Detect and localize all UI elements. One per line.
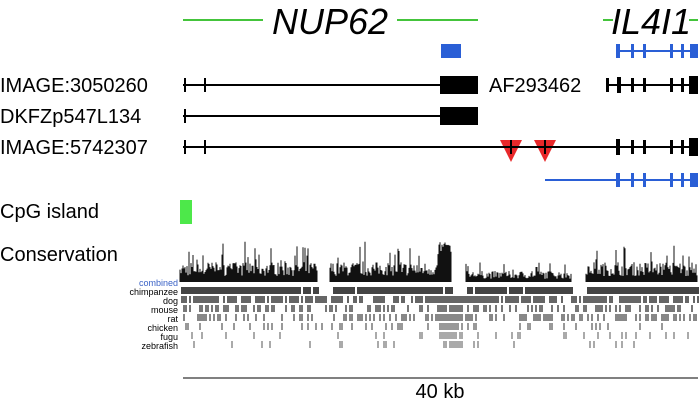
species-conservation-row (181, 287, 699, 294)
track-label-image-5742307: IMAGE:5742307 (0, 137, 148, 159)
track-label-image-3050260: IMAGE:3050260 (0, 75, 148, 97)
track-af293462 (606, 76, 698, 94)
species-label-zebrafish: zebrafish (141, 341, 178, 351)
species-label-mouse: mouse (151, 305, 178, 315)
species-conservation-row (185, 323, 663, 330)
species-conservation-row (191, 332, 689, 339)
track-dkfzp547l134 (183, 107, 478, 125)
cpg-island-label: CpG island (0, 201, 99, 223)
species-labels: chimpanzee dog mouse rat chicken fugu ze… (129, 287, 178, 351)
il4i1-blue-transcript-top (616, 44, 698, 58)
species-label-rat: rat (167, 314, 178, 324)
conservation-combined-label: combined (139, 278, 178, 288)
combined-conservation-histogram (179, 241, 698, 282)
species-conservation-row (183, 314, 697, 321)
species-conservation-row (183, 305, 693, 312)
cpg-island-mark (180, 200, 192, 224)
track-label-dkfzp547l134: DKFZp547L134 (0, 106, 141, 128)
gene-label-nup62: NUP62 (272, 1, 388, 42)
species-label-dog: dog (163, 296, 178, 306)
track-label-af293462: AF293462 (489, 75, 581, 97)
species-conservation-row (181, 296, 699, 303)
il4i1-blue-transcript-bottom (545, 173, 698, 187)
species-label-chimpanzee: chimpanzee (129, 287, 178, 297)
species-conservation-row (193, 341, 635, 348)
conservation-plot (179, 241, 699, 348)
species-label-chicken: chicken (147, 323, 178, 333)
species-label-fugu: fugu (160, 332, 178, 342)
track-image-3050260 (183, 76, 478, 94)
scale-label: 40 kb (416, 381, 465, 402)
conservation-title: Conservation (0, 244, 118, 266)
gene-label-il4i1: IL4I1 (611, 1, 691, 42)
nup62-blue-exon (441, 44, 461, 58)
track-image-5742307 (183, 138, 698, 156)
